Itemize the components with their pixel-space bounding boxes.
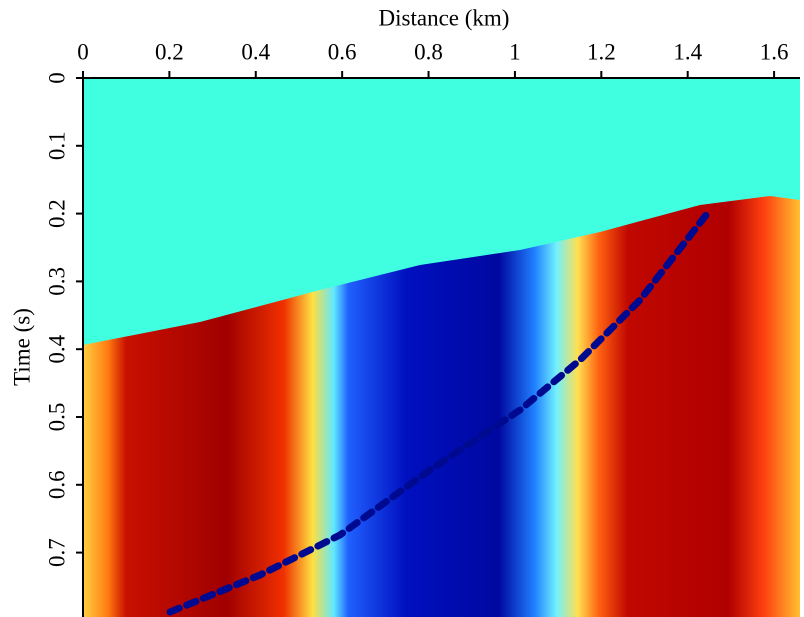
image-field <box>83 78 800 617</box>
y-tick-label: 0.4 <box>44 334 69 363</box>
y-tick-label: 0.2 <box>44 199 69 228</box>
wave-field <box>83 196 800 617</box>
y-tick-label: 0.7 <box>44 538 69 567</box>
y-tick-label: 0.6 <box>44 470 69 499</box>
x-tick-label: 1.2 <box>587 39 616 64</box>
x-tick-label: 0.2 <box>155 39 184 64</box>
y-tick-label: 0.5 <box>44 403 69 432</box>
x-tick-label: 1.6 <box>760 39 789 64</box>
x-tick-label: 0 <box>77 39 89 64</box>
x-tick-label: 1.4 <box>673 39 702 64</box>
y-tick-label: 0.3 <box>44 267 69 296</box>
x-tick-label: 1 <box>509 39 521 64</box>
x-axis-title: Distance (km) <box>379 5 510 30</box>
diffraction-event <box>166 206 714 616</box>
y-tick-label: 0.1 <box>44 131 69 160</box>
x-tick-label: 0.6 <box>328 39 357 64</box>
x-tick-label: 0.4 <box>241 39 270 64</box>
y-tick-label: 0 <box>44 72 69 84</box>
x-tick-label: 0.8 <box>414 39 443 64</box>
y-axis-title: Time (s) <box>9 308 34 386</box>
